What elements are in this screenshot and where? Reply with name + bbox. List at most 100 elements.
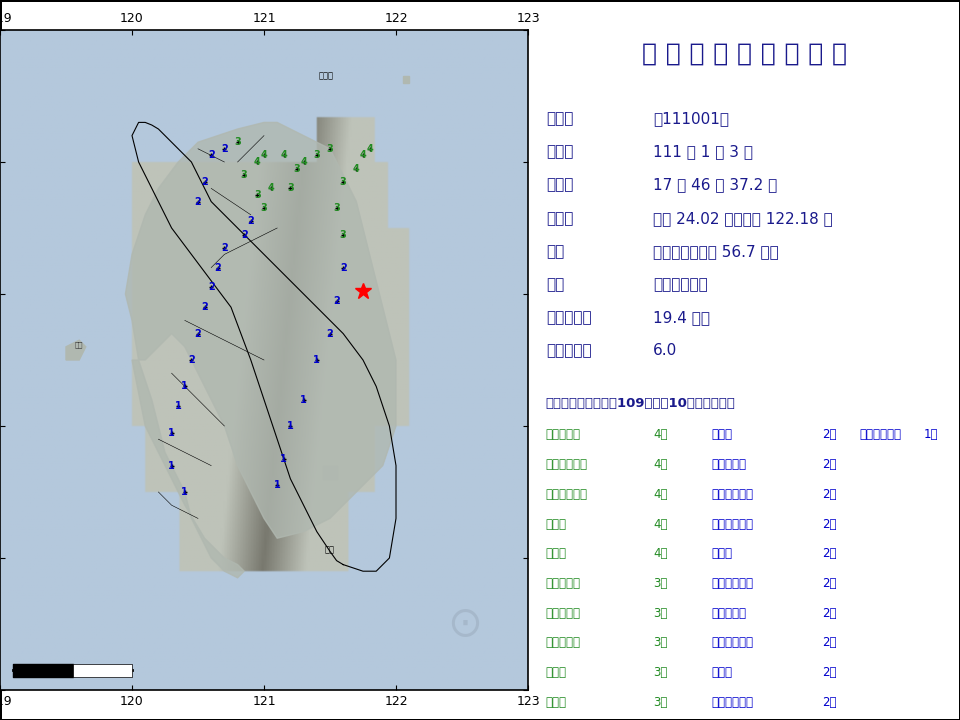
- Text: 時間：: 時間：: [546, 178, 573, 192]
- Text: 3: 3: [340, 177, 347, 186]
- Text: 宜蘭縣武塔: 宜蘭縣武塔: [546, 428, 581, 441]
- Text: 日期：: 日期：: [546, 144, 573, 159]
- Text: 北緯 24.02 度．東經 122.18 度: 北緯 24.02 度．東經 122.18 度: [653, 211, 833, 225]
- Text: 4: 4: [267, 184, 274, 194]
- Text: 3: 3: [340, 230, 347, 240]
- Polygon shape: [402, 76, 409, 83]
- Text: 2: 2: [207, 150, 215, 161]
- Text: 2級: 2級: [823, 458, 837, 471]
- Text: 3: 3: [234, 138, 241, 147]
- Text: 編號：: 編號：: [546, 111, 573, 126]
- Text: 2: 2: [195, 328, 202, 338]
- Text: 1: 1: [313, 355, 321, 365]
- Text: 2級: 2級: [823, 696, 837, 709]
- Text: 2: 2: [214, 263, 221, 273]
- Text: 3級: 3級: [653, 696, 667, 709]
- Text: 1: 1: [175, 401, 181, 411]
- Text: 3: 3: [287, 184, 294, 194]
- Text: 2: 2: [207, 282, 215, 292]
- Text: 2級: 2級: [823, 428, 837, 441]
- Text: 苗栗縣苗栗市: 苗栗縣苗栗市: [711, 488, 753, 501]
- Text: 蘭嶼: 蘭嶼: [325, 546, 335, 554]
- Polygon shape: [324, 466, 337, 479]
- Text: 3級: 3級: [653, 607, 667, 620]
- Text: 1: 1: [300, 395, 307, 405]
- Text: 新北市: 新北市: [546, 547, 566, 560]
- Text: 1: 1: [280, 454, 287, 464]
- Text: 2級: 2級: [823, 488, 837, 501]
- Text: 2級: 2級: [823, 518, 837, 531]
- Text: 芮氏規模：: 芮氏規模：: [546, 343, 591, 359]
- Polygon shape: [66, 341, 85, 360]
- Text: 4級: 4級: [653, 428, 668, 441]
- Polygon shape: [126, 122, 396, 577]
- Text: 桃園市: 桃園市: [546, 666, 566, 679]
- Text: 2級: 2級: [823, 666, 837, 679]
- Text: 4級: 4級: [653, 458, 668, 471]
- Text: 2: 2: [326, 328, 333, 338]
- Text: 1: 1: [274, 480, 280, 490]
- Text: 1: 1: [181, 382, 188, 392]
- Text: 1級: 1級: [924, 428, 938, 441]
- Text: 3: 3: [294, 163, 300, 174]
- Text: 臺北市信義區: 臺北市信義區: [546, 488, 588, 501]
- Text: 3級: 3級: [653, 666, 667, 679]
- Text: 新竹市: 新竹市: [546, 696, 566, 709]
- Text: 19.4 公里: 19.4 公里: [653, 310, 710, 325]
- Text: 即在: 即在: [546, 244, 564, 259]
- Text: 1: 1: [168, 461, 175, 471]
- Text: 1: 1: [168, 428, 175, 438]
- Text: 嘉義市: 嘉義市: [711, 666, 732, 679]
- Text: 新竹縣關西: 新竹縣關西: [546, 636, 581, 649]
- Text: 2: 2: [221, 243, 228, 253]
- Text: 3: 3: [241, 170, 248, 180]
- Text: 4: 4: [366, 144, 373, 154]
- Text: 花蓮縣和平: 花蓮縣和平: [546, 577, 581, 590]
- Text: 2級: 2級: [823, 577, 837, 590]
- Text: 澎公: 澎公: [75, 342, 84, 348]
- Text: 2: 2: [333, 296, 340, 305]
- Text: 4級: 4級: [653, 518, 668, 531]
- Text: 3: 3: [333, 203, 340, 213]
- Text: 各地最大震度（採用109年新制10級震度分級）: 各地最大震度（採用109年新制10級震度分級）: [546, 397, 735, 410]
- Text: 基隆市: 基隆市: [711, 428, 732, 441]
- Text: 3: 3: [260, 203, 268, 213]
- Text: 17 時 46 分 37.2 秒: 17 時 46 分 37.2 秒: [653, 178, 778, 192]
- Text: 臺中市: 臺中市: [711, 547, 732, 560]
- Text: 2: 2: [195, 197, 202, 207]
- Text: 3: 3: [313, 150, 321, 161]
- Text: 2: 2: [248, 217, 254, 226]
- Text: 4: 4: [280, 150, 287, 161]
- Text: 4級: 4級: [653, 488, 668, 501]
- Text: 苗栗縣南庄: 苗栗縣南庄: [711, 458, 746, 471]
- Text: 4: 4: [353, 163, 360, 174]
- Text: ⊙: ⊙: [447, 603, 482, 645]
- Text: 彭佳嶼: 彭佳嶼: [319, 72, 333, 81]
- Text: 地震深度：: 地震深度：: [546, 310, 591, 325]
- Text: 2級: 2級: [823, 607, 837, 620]
- Text: 6.0: 6.0: [653, 343, 678, 359]
- Text: 3級: 3級: [653, 636, 667, 649]
- Text: 雲林縣草嶺: 雲林縣草嶺: [711, 607, 746, 620]
- Text: 4級: 4級: [653, 547, 668, 560]
- Text: 中 央 氣 象 局 地 震 報 告: 中 央 氣 象 局 地 震 報 告: [641, 42, 847, 66]
- Text: 2: 2: [241, 230, 248, 240]
- Text: 2級: 2級: [823, 547, 837, 560]
- Text: 澎湖縣馬公市: 澎湖縣馬公市: [859, 428, 901, 441]
- Text: 2: 2: [188, 355, 195, 365]
- Text: 臺北市: 臺北市: [546, 518, 566, 531]
- Text: 111 年 1 月 3 日: 111 年 1 月 3 日: [653, 144, 754, 159]
- Text: 臺灣東部海域: 臺灣東部海域: [653, 277, 708, 292]
- Text: 2: 2: [202, 302, 208, 312]
- Text: 第111001號: 第111001號: [653, 111, 730, 126]
- Text: 3: 3: [254, 190, 261, 200]
- Text: 2級: 2級: [823, 636, 837, 649]
- Text: 2: 2: [221, 144, 228, 154]
- Text: 2: 2: [340, 263, 347, 273]
- Text: 位置：: 位置：: [546, 211, 573, 225]
- Text: 位於: 位於: [546, 277, 564, 292]
- Text: 臺中市梨山: 臺中市梨山: [546, 607, 581, 620]
- Text: 宜蘭縣宜蘭市: 宜蘭縣宜蘭市: [546, 458, 588, 471]
- Text: 嘉義縣阿里山: 嘉義縣阿里山: [711, 518, 753, 531]
- Text: 南投縣南投市: 南投縣南投市: [711, 577, 753, 590]
